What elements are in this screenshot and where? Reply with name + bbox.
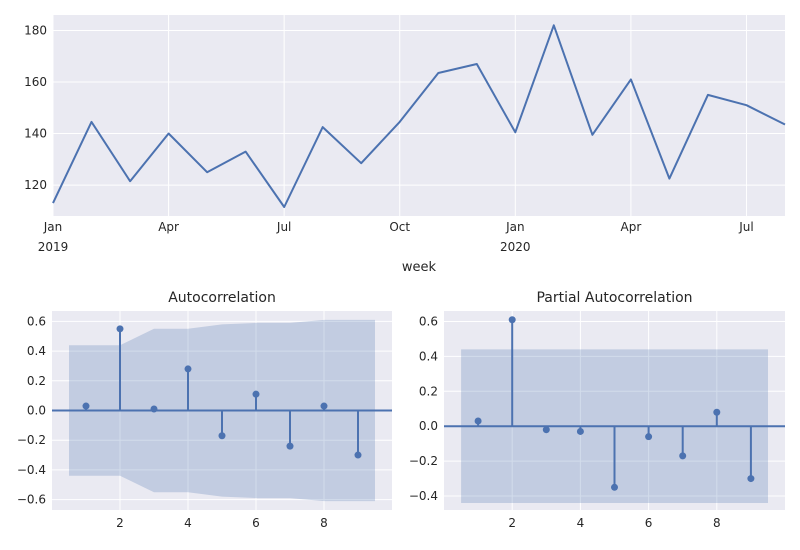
panel-title: Autocorrelation — [168, 290, 276, 306]
stem-marker — [508, 316, 516, 324]
y-tick-label: 0.0 — [27, 404, 46, 418]
stem-marker — [252, 390, 260, 398]
x-tick-label: Jan — [43, 220, 63, 234]
stem-marker — [713, 408, 721, 416]
y-tick-label: 0.2 — [419, 384, 438, 398]
stem-marker — [576, 427, 584, 435]
x-tick-label: Jan — [505, 220, 525, 234]
acf-panel — [52, 311, 392, 510]
x-tick-label: 4 — [577, 516, 585, 530]
stem-marker — [542, 426, 550, 434]
y-tick-label: −0.2 — [17, 433, 46, 447]
x-tick-year-label: 2019 — [38, 240, 69, 254]
x-tick-label: 8 — [713, 516, 721, 530]
plot-area — [53, 15, 785, 216]
x-tick-label: 4 — [184, 516, 192, 530]
y-tick-label: 0.4 — [27, 344, 46, 358]
stem-marker — [747, 475, 755, 483]
stem-marker — [116, 325, 124, 333]
x-tick-label: Apr — [158, 220, 179, 234]
x-tick-year-label: 2020 — [500, 240, 531, 254]
y-tick-label: 160 — [24, 75, 47, 89]
x-tick-label: Apr — [621, 220, 642, 234]
series-line — [52, 24, 786, 208]
stem-marker — [645, 433, 653, 441]
y-tick-label: 0.2 — [27, 374, 46, 388]
stem-marker — [150, 405, 158, 413]
y-tick-label: 120 — [24, 178, 47, 192]
x-axis-label: week — [402, 260, 437, 275]
pacf-panel — [444, 311, 785, 510]
y-tick-label: −0.4 — [409, 489, 438, 503]
line-panel — [52, 15, 786, 216]
x-tick-label: Jul — [276, 220, 291, 234]
y-tick-label: 140 — [24, 127, 47, 141]
stem-marker — [82, 402, 90, 410]
x-tick-label: 6 — [252, 516, 260, 530]
stem-marker — [679, 452, 687, 460]
x-tick-label: 6 — [645, 516, 653, 530]
y-tick-label: 0.4 — [419, 349, 438, 363]
stem-marker — [611, 483, 618, 491]
panel-title: Partial Autocorrelation — [536, 290, 692, 306]
y-tick-label: 180 — [24, 23, 47, 37]
stem-marker — [474, 417, 482, 425]
x-tick-label: Oct — [389, 220, 410, 234]
y-tick-label: −0.4 — [17, 463, 46, 477]
stem-marker — [320, 402, 328, 410]
y-tick-label: −0.2 — [409, 454, 438, 468]
x-tick-label: 2 — [116, 516, 124, 530]
y-tick-label: −0.6 — [17, 493, 46, 507]
y-tick-label: 0.6 — [419, 314, 438, 328]
y-tick-label: 0.6 — [27, 314, 46, 328]
y-tick-label: 0.0 — [419, 419, 438, 433]
x-tick-label: 2 — [508, 516, 516, 530]
stem-marker — [184, 365, 192, 373]
x-tick-label: Jul — [738, 220, 753, 234]
stem-marker — [286, 442, 294, 450]
stem-marker — [354, 451, 362, 459]
x-tick-label: 8 — [320, 516, 328, 530]
stem-marker — [218, 432, 226, 440]
